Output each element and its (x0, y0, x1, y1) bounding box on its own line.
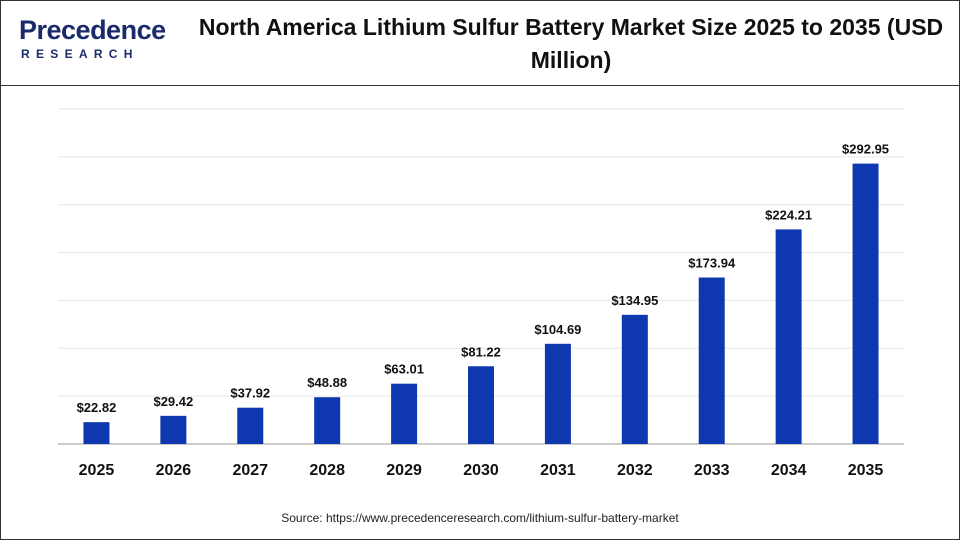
value-label: $81.22 (461, 344, 501, 359)
x-tick-label: 2029 (386, 462, 422, 479)
value-label: $173.94 (688, 256, 736, 271)
bar (621, 314, 648, 444)
value-label: $224.21 (765, 207, 812, 222)
logo-name: Precedence (19, 15, 166, 45)
bar (775, 229, 802, 444)
bar (852, 163, 879, 445)
bar (314, 397, 341, 444)
value-label: $134.95 (611, 293, 658, 308)
header: Precedence RESEARCH North America Lithiu… (1, 1, 959, 86)
bar (698, 277, 725, 444)
x-tick-label: 2032 (617, 462, 653, 479)
value-label: $104.69 (534, 322, 581, 337)
value-label: $63.01 (384, 362, 424, 377)
logo-subtitle: RESEARCH (21, 47, 139, 61)
x-tick-label: 2033 (694, 462, 730, 479)
value-label: $37.92 (230, 386, 270, 401)
x-tick-label: 2027 (232, 462, 268, 479)
chart-title: North America Lithium Sulfur Battery Mar… (198, 14, 944, 73)
x-tick-label: 2035 (848, 462, 884, 479)
x-tick-label: 2025 (79, 462, 115, 479)
x-tick-label: 2028 (309, 462, 345, 479)
source-note: Source: https://www.precedenceresearch.c… (281, 511, 679, 525)
bar (391, 383, 418, 444)
bar (237, 407, 264, 444)
value-label: $22.82 (77, 400, 117, 415)
x-tick-label: 2030 (463, 462, 499, 479)
value-label: $292.95 (842, 142, 889, 157)
value-label: $48.88 (307, 375, 347, 390)
bar (160, 415, 187, 444)
value-label: $29.42 (153, 394, 193, 409)
x-tick-label: 2034 (771, 462, 807, 479)
bar (468, 366, 494, 444)
x-tick-label: 2026 (156, 462, 192, 479)
x-tick-label: 2031 (540, 462, 576, 479)
bar (83, 422, 110, 444)
bar (544, 343, 571, 444)
